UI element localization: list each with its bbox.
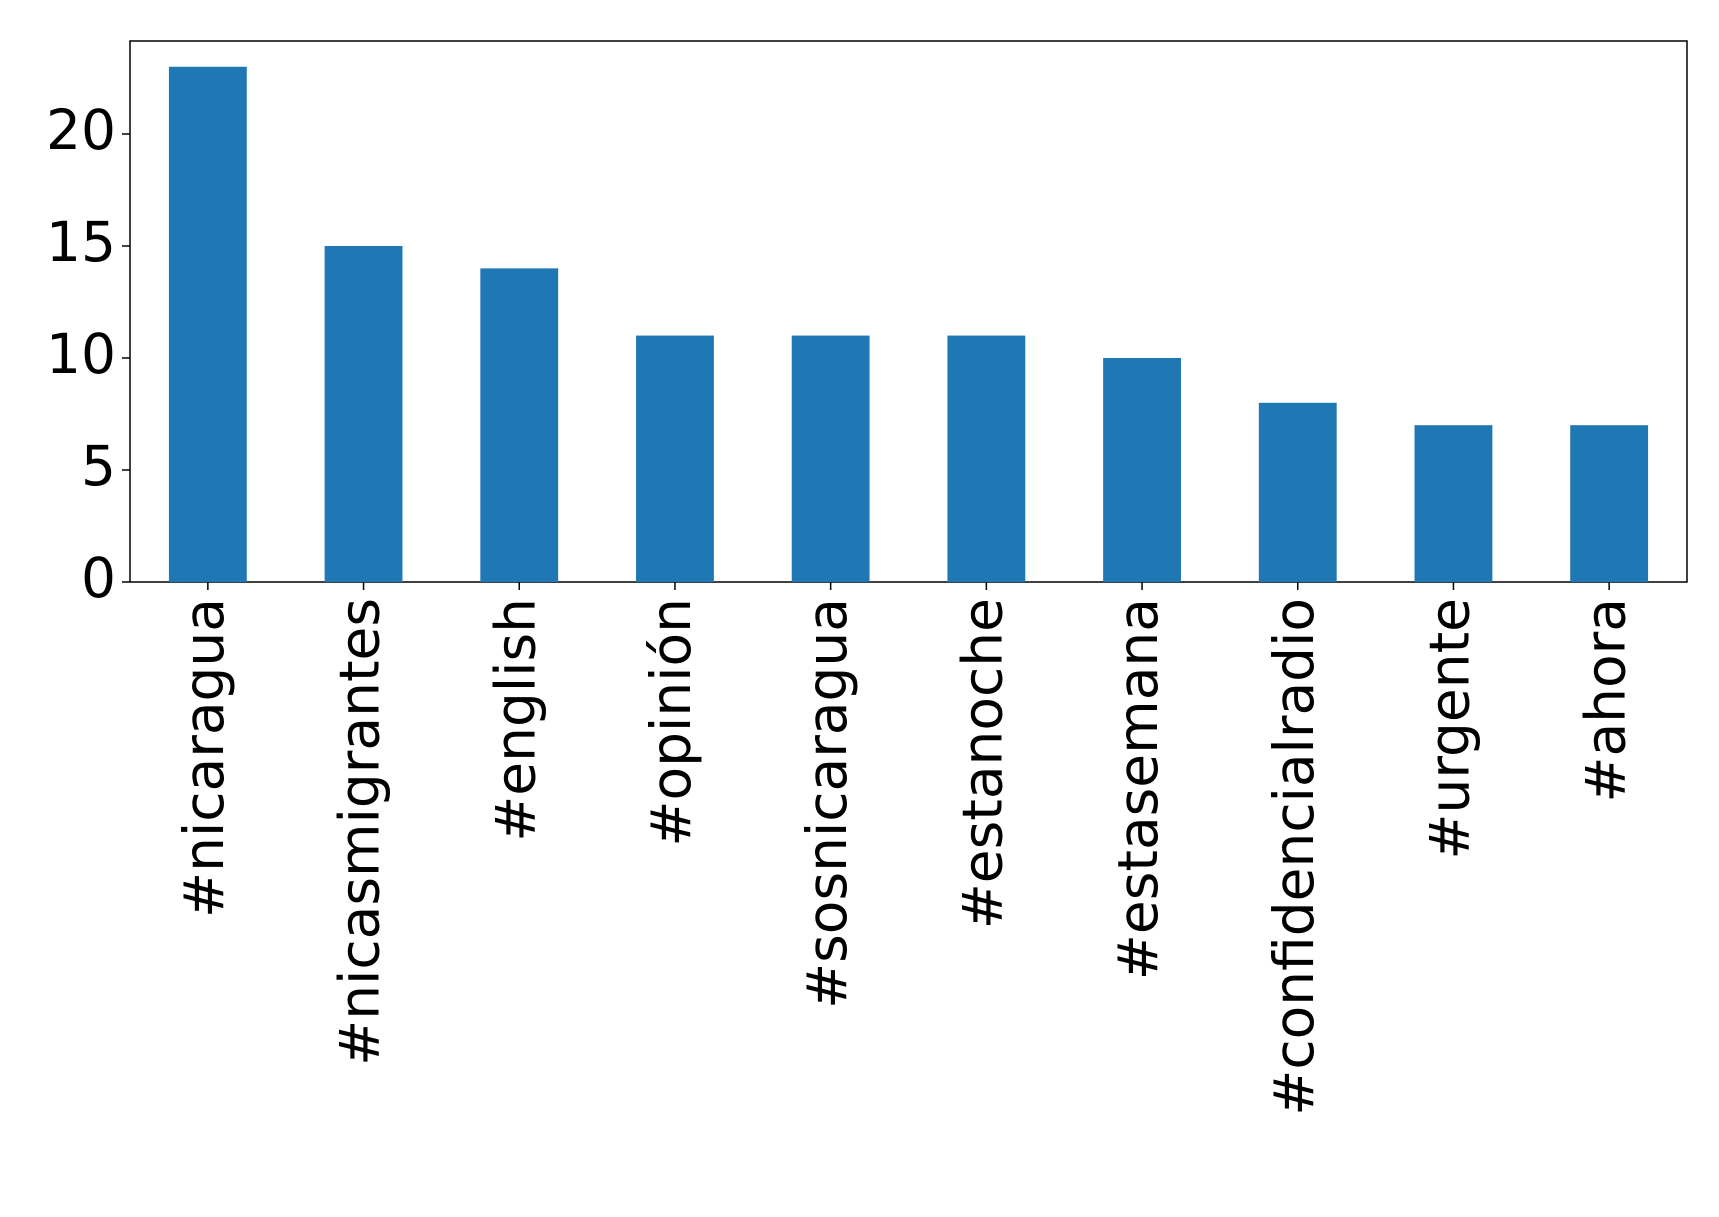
plot-frame <box>129 40 1688 583</box>
y-tick-label: 15 <box>46 210 116 274</box>
bar <box>324 245 403 582</box>
x-tick-label: #estasemana <box>1106 598 1170 980</box>
y-tick-label: 0 <box>81 546 116 610</box>
y-tick-label: 10 <box>46 322 116 386</box>
x-tick-label: #english <box>483 598 547 842</box>
bar <box>480 268 559 582</box>
bar <box>1414 425 1493 582</box>
x-tick-label: #nicaragua <box>172 598 236 918</box>
bar <box>168 66 247 582</box>
x-tick-label: #confidencialradio <box>1262 598 1326 1116</box>
bar <box>1570 425 1649 582</box>
bar <box>791 335 870 582</box>
bar <box>1258 402 1337 582</box>
x-tick-label: #opinión <box>639 598 703 847</box>
y-tick-label: 5 <box>81 434 116 498</box>
x-tick-label: #estanoche <box>950 598 1014 929</box>
bar <box>1103 357 1181 582</box>
x-tick-label: #sosnicaragua <box>795 598 859 1009</box>
x-tick-label: #urgente <box>1418 598 1482 860</box>
bar <box>636 335 714 582</box>
bar <box>947 335 1026 582</box>
y-tick-label: 20 <box>46 98 116 162</box>
x-tick-label: #ahora <box>1573 598 1637 803</box>
x-tick-label: #nicasmigrantes <box>328 598 392 1066</box>
